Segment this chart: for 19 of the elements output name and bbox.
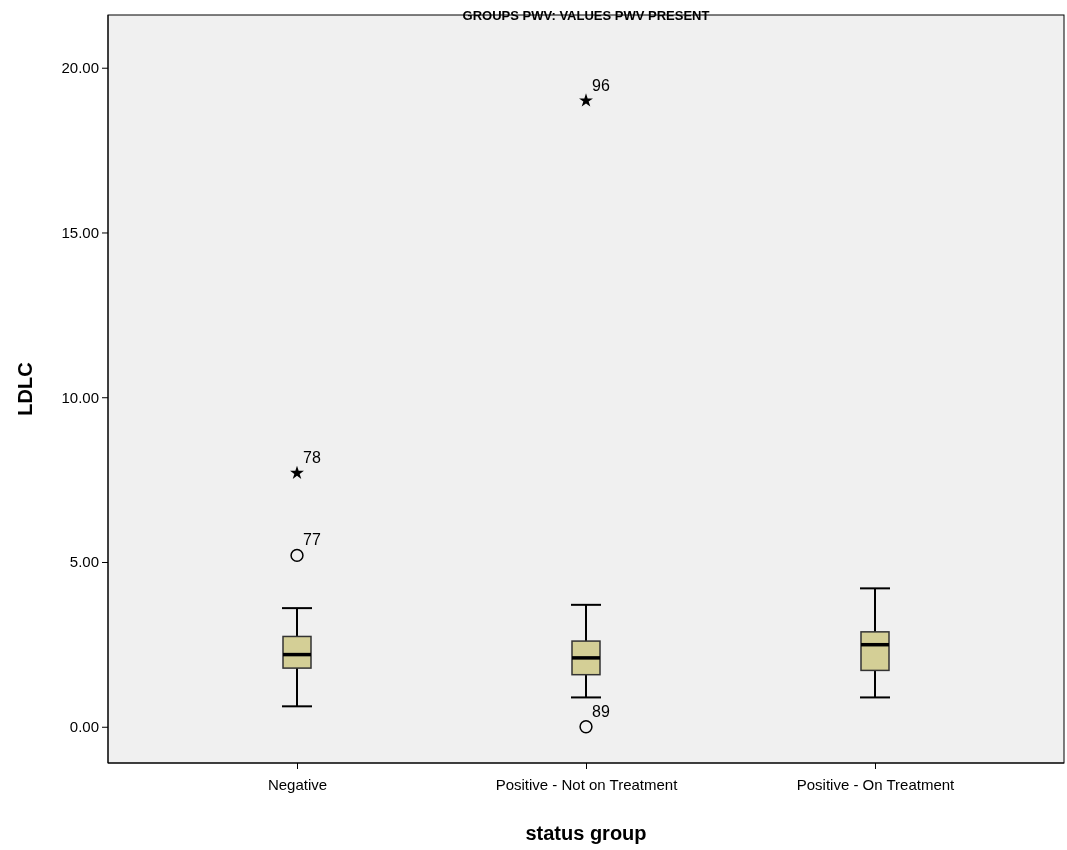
point bbox=[290, 548, 304, 563]
y-tick-label: 15.00 bbox=[61, 223, 99, 241]
y-axis-title: LDLC bbox=[14, 362, 36, 416]
annotation: 96 bbox=[592, 76, 610, 94]
x-tick-label: Positive - Not on Treatment bbox=[495, 776, 679, 793]
y-tick-label: 10.00 bbox=[61, 388, 99, 406]
y-tick-label: 20.00 bbox=[61, 59, 99, 77]
y-tick-label: 0.00 bbox=[69, 718, 99, 736]
annotation: 89 bbox=[592, 702, 610, 720]
x-tick-label: Negative bbox=[267, 776, 328, 793]
chart-title: GROUPS PWV: VALUES PWV PRESENT bbox=[462, 8, 710, 23]
annotation: 78 bbox=[303, 449, 321, 467]
x-axis-title: status group bbox=[525, 822, 647, 844]
point bbox=[579, 93, 593, 107]
x-tick-label: Positive - On Treatment bbox=[796, 776, 956, 793]
point bbox=[290, 465, 304, 479]
y-tick-label: 5.00 bbox=[69, 553, 99, 571]
annotation: 77 bbox=[303, 531, 321, 549]
point bbox=[579, 720, 593, 734]
